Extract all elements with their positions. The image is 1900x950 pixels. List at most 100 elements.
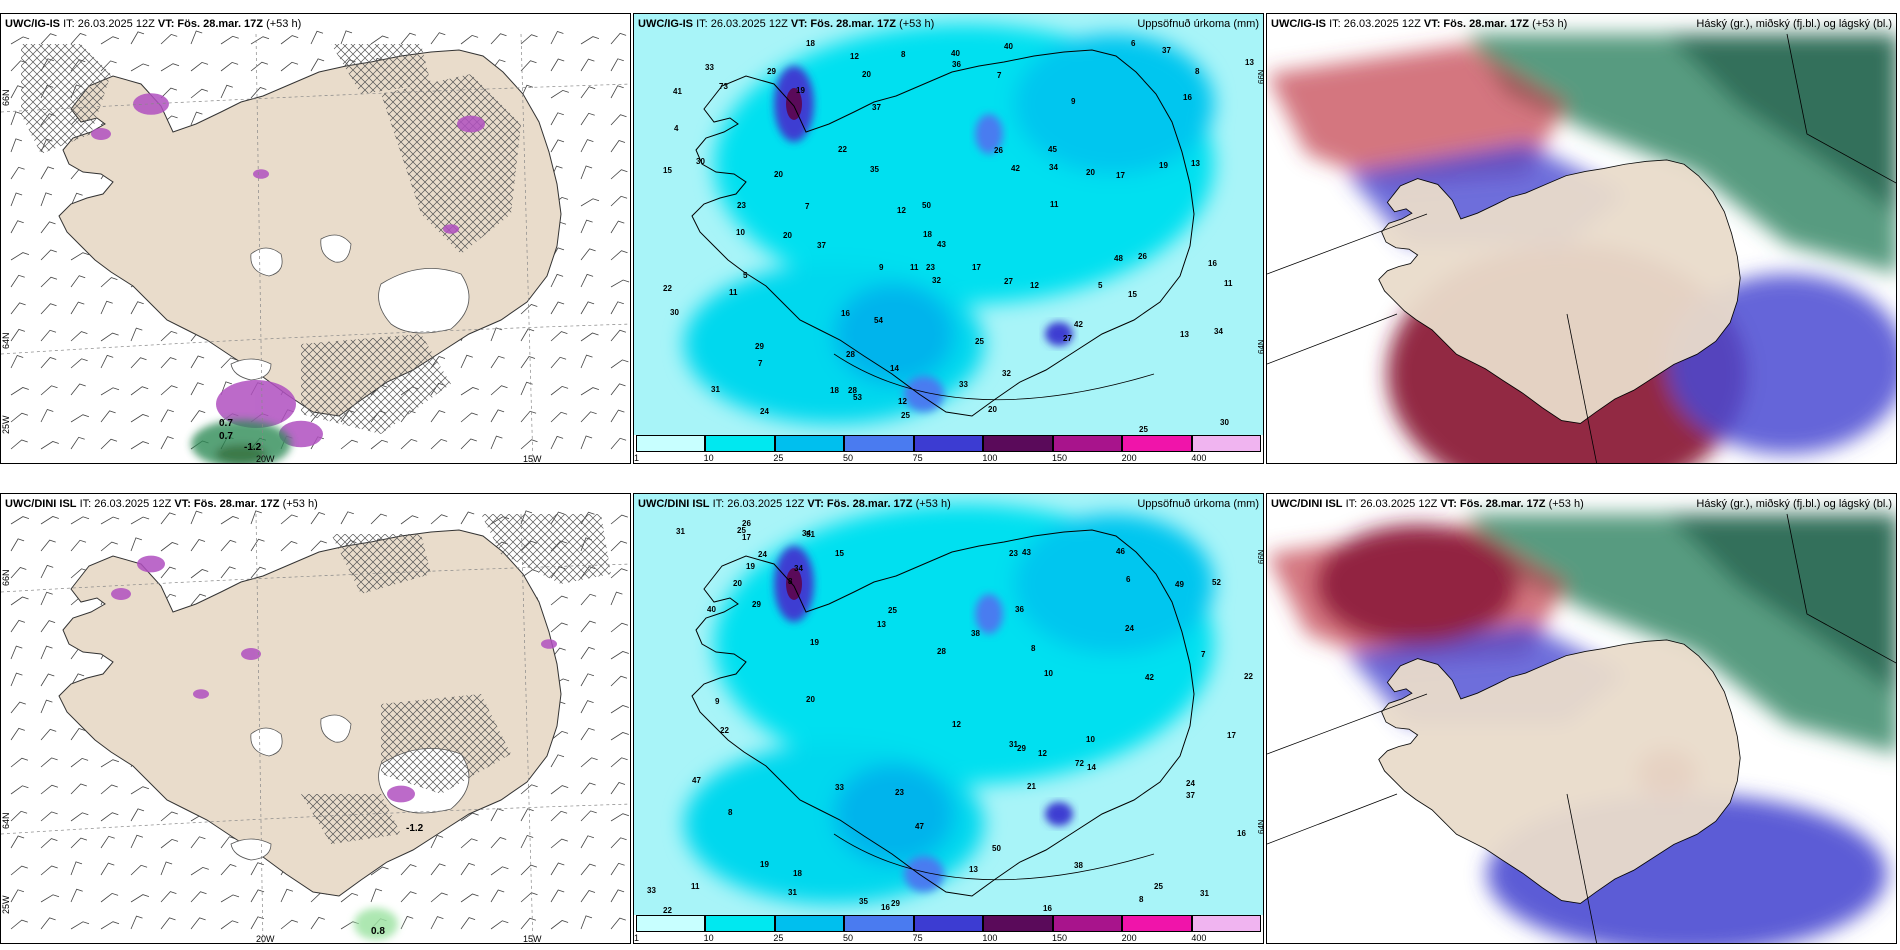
precip-value: 38 [1074, 861, 1083, 870]
precip-value: 49 [1175, 580, 1184, 589]
init-time: IT: 26.03.2025 12Z [1329, 18, 1421, 30]
precip-map: 66N64N1617202730713374829283226154233274… [634, 14, 1263, 463]
latitude-label: 66N [1257, 549, 1264, 564]
longitude-label: 15W [523, 934, 542, 944]
precip-value: 19 [810, 638, 819, 647]
coastline [691, 529, 1195, 897]
geo-labels: 66N 64N [1257, 549, 1264, 834]
precip-value: 48 [1114, 254, 1123, 263]
lead-time: (+53 h) [266, 18, 302, 30]
precip-value: 18 [923, 230, 932, 239]
rain-area [191, 420, 291, 463]
longitude-label: 20W [256, 934, 275, 944]
precip-value: 73 [719, 82, 728, 91]
precip-value: 23 [895, 788, 904, 797]
colorbar-cell [983, 435, 1053, 452]
graticule [1, 513, 630, 943]
precip-value: 8 [901, 50, 906, 59]
precip-value: 37 [872, 103, 881, 112]
colorbar-cell [844, 915, 914, 932]
precip-value: 47 [692, 776, 701, 785]
precip-value: 11 [1050, 200, 1059, 209]
panel-header: UWC/DINI ISL IT: 26.03.2025 12Z VT: Fös.… [1267, 494, 1896, 514]
colorbar-cell [774, 915, 845, 932]
precip-value: 41 [673, 87, 682, 96]
colorbar-cell [705, 915, 775, 932]
precip-value: 22 [663, 284, 672, 293]
precip-value: 12 [850, 52, 859, 61]
precip-value: 31 [1200, 889, 1209, 898]
precip-value: 52 [1212, 578, 1221, 587]
colorbar-tick-label: 100 [982, 453, 998, 463]
precip-value: 30 [670, 308, 679, 317]
precip-value: 24 [1186, 779, 1195, 788]
colorbar-cell [636, 435, 706, 452]
axis-label: 64N [1, 812, 11, 829]
precip-value: 27 [1063, 334, 1072, 343]
precip-value: 22 [838, 145, 847, 154]
precip-value: 19 [796, 86, 805, 95]
panel-title: Háský (gr.), miðský (fj.bl.) og lágský (… [1696, 498, 1892, 510]
panel-header: UWC/IG-IS IT: 26.03.2025 12Z VT: Fös. 28… [1, 14, 630, 34]
snow-blobs [91, 93, 485, 448]
precip-value: 42 [1074, 320, 1083, 329]
precip-value: 15 [835, 549, 844, 558]
precip-value: 7 [758, 359, 763, 368]
map-panel-precip-ig: UWC/IG-IS IT: 26.03.2025 12Z VT: Fös. 28… [633, 13, 1264, 464]
precip-value: 50 [922, 201, 931, 210]
valid-time: VT: Fös. 28.mar. 17Z [174, 498, 280, 510]
surface-map: 20W 15W 25W 64N 66N 0.7 0.7 -1.2 [1, 14, 630, 463]
precip-value: 11 [729, 288, 738, 297]
precip-value: 24 [758, 550, 767, 559]
temperature-label: -1.2 [406, 823, 424, 834]
precip-value: 6 [1131, 39, 1136, 48]
precip-value: 20 [774, 170, 783, 179]
precip-value: 29 [752, 600, 761, 609]
panel-title: Uppsöfnuð úrkoma (mm) [1137, 18, 1259, 30]
panel-header: UWC/DINI ISL IT: 26.03.2025 12Z VT: Fös.… [1, 494, 630, 514]
precip-value: 7 [1201, 650, 1206, 659]
precip-hatching [21, 44, 521, 434]
precip-value: 28 [846, 350, 855, 359]
colorbar-tick-label: 75 [912, 453, 923, 463]
precip-value: 12 [952, 720, 961, 729]
precip-value: 37 [1186, 791, 1195, 800]
colorbar-cell [1052, 435, 1123, 452]
map-panel-clouds-ig: UWC/IG-IS IT: 26.03.2025 12Z VT: Fös. 28… [1266, 13, 1897, 464]
precip-value: 16 [1237, 829, 1246, 838]
precip-value: 11 [691, 882, 700, 891]
precip-value: 21 [1027, 782, 1036, 791]
precip-value: 42 [1145, 673, 1154, 682]
precip-value: 17 [972, 263, 981, 272]
temperature-label: 0.7 [219, 418, 233, 429]
precip-value: 37 [817, 241, 826, 250]
precip-value: 34 [794, 564, 803, 573]
precip-value: 4 [674, 124, 679, 133]
precip-value: 31 [1009, 740, 1018, 749]
colorbar-tick-label: 1 [634, 933, 640, 943]
colorbar-cells [636, 915, 1261, 932]
shelf-contour [833, 833, 1155, 881]
iceland-landmass [1378, 639, 1741, 904]
precip-value: 25 [1154, 882, 1163, 891]
precip-value: 12 [897, 206, 906, 215]
precip-value: 32 [1002, 369, 1011, 378]
colorbar-tick-label: 400 [1191, 933, 1207, 943]
coastline [691, 49, 1195, 417]
cloud-map [1267, 494, 1896, 943]
colorbar-cell [1052, 915, 1123, 932]
precip-value: 16 [841, 309, 850, 318]
shelf-contour [833, 353, 1155, 401]
graticule [1, 33, 630, 463]
map-panel-surface-dini: UWC/DINI ISL IT: 26.03.2025 12Z VT: Fös.… [0, 493, 631, 944]
lead-time: (+53 h) [1548, 498, 1584, 510]
precip-value: 34 [802, 529, 811, 538]
precip-value: 29 [1017, 744, 1026, 753]
panel-header: UWC/IG-IS IT: 26.03.2025 12Z VT: Fös. 28… [634, 14, 1263, 34]
lead-time: (+53 h) [915, 498, 951, 510]
model-name: UWC/DINI ISL [5, 498, 77, 510]
colorbar-cell [983, 915, 1053, 932]
lead-time: (+53 h) [1532, 18, 1568, 30]
colorbar-tick-label: 200 [1121, 453, 1137, 463]
precip-value: 25 [975, 337, 984, 346]
